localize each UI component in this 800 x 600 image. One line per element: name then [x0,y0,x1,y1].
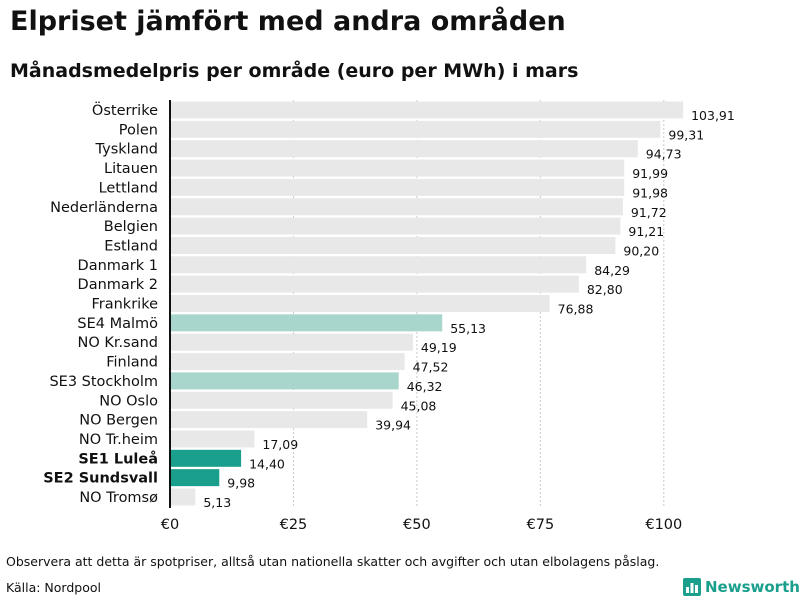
footnote: Observera att detta är spotpriser, allts… [6,554,660,569]
bar-chart-icon [683,578,701,596]
value-label: 91,99 [632,166,668,181]
value-label: 91,98 [632,185,668,200]
category-label: Polen [119,122,158,138]
category-label: Danmark 1 [78,258,158,274]
bar-no-bergen[interactable] [170,411,368,429]
x-tick-label: €0 [161,517,179,533]
value-label: 103,91 [691,108,735,123]
category-label: Lettland [99,180,158,196]
x-tick-label: €75 [527,517,555,533]
category-label: NO Oslo [99,393,158,409]
value-label: 91,72 [631,205,667,220]
x-tick-label: €50 [403,517,431,533]
bar-finland[interactable] [170,353,405,371]
chart-subtitle: Månadsmedelpris per område (euro per MWh… [10,60,579,82]
value-label: 76,88 [558,302,594,317]
bar-se3-stockholm[interactable] [170,372,399,390]
bar-no-tr-heim[interactable] [170,430,255,448]
category-label: Österrike [92,101,158,119]
category-label: SE3 Stockholm [49,374,158,390]
bar-no-tromsø[interactable] [170,488,196,506]
value-label: 91,21 [628,224,664,239]
value-label: 39,94 [375,418,411,433]
category-label: SE2 Sundsvall [43,471,158,487]
bar-tyskland[interactable] [170,140,638,158]
category-label: SE1 Luleå [78,450,158,467]
value-label: 47,52 [413,360,449,375]
bar-lettland[interactable] [170,178,625,196]
category-label: NO Tr.heim [79,432,158,448]
bar-nederländerna[interactable] [170,198,623,216]
value-label: 55,13 [450,321,486,336]
value-label: 14,40 [249,456,285,471]
category-label: Tyskland [95,142,158,158]
category-label: Belgien [104,219,158,235]
category-label: Finland [106,355,158,371]
chart-title: Elpriset jämfört med andra områden [10,6,566,37]
bar-no-oslo[interactable] [170,391,393,409]
value-label: 94,73 [646,147,682,162]
x-tick-label: €25 [280,517,308,533]
category-label: NO Kr.sand [78,335,158,351]
category-label: Danmark 2 [78,277,158,293]
category-label: Litauen [104,161,158,177]
category-label: SE4 Malmö [77,316,158,332]
category-label: Estland [104,238,158,254]
value-label: 45,08 [401,398,437,413]
value-label: 46,32 [407,379,443,394]
value-label: 99,31 [668,127,704,142]
value-label: 82,80 [587,282,623,297]
bar-danmark-2[interactable] [170,275,579,293]
value-label: 9,98 [227,476,255,491]
category-label: NO Tromsø [79,490,158,506]
bar-se1-luleå[interactable] [170,449,242,467]
bar-danmark-1[interactable] [170,256,587,274]
x-tick-label: €100 [645,517,682,533]
category-label: Frankrike [91,297,158,313]
bar-se4-malmö[interactable] [170,314,443,332]
bar-litauen[interactable] [170,159,625,177]
bar-frankrike[interactable] [170,295,550,312]
bar-se2-sundsvall[interactable] [170,469,220,487]
bar-polen[interactable] [170,120,661,138]
value-label: 17,09 [262,437,298,452]
category-label: Nederländerna [50,200,158,216]
source-label: Källa: Nordpool [6,580,101,595]
value-label: 84,29 [594,263,630,278]
brand-logo[interactable]: Newsworthy [683,578,800,596]
bar-estland[interactable] [170,236,616,254]
value-label: 5,13 [203,495,231,510]
bar-no-kr-sand[interactable] [170,333,413,351]
value-label: 49,19 [421,340,457,355]
bar-österrike[interactable] [170,101,684,119]
value-label: 90,20 [623,243,659,258]
category-label: NO Bergen [79,413,158,429]
brand-name: Newsworthy [705,578,800,596]
bar-chart: Österrike 103,91 Polen 99,31 Tyskland 94,73 Li… [43,100,735,533]
bar-belgien[interactable] [170,217,621,235]
